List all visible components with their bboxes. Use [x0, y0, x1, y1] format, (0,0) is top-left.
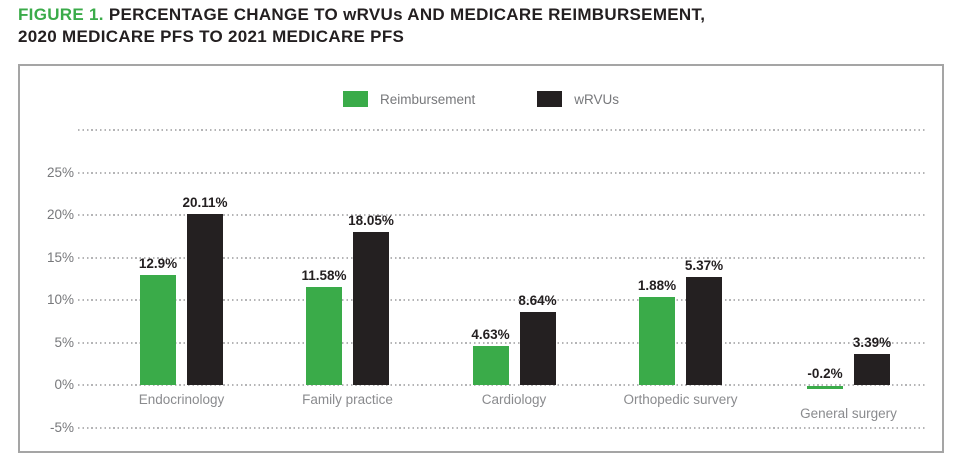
figure-title-line2: 2020 MEDICARE PFS TO 2021 MEDICARE PFS: [18, 27, 405, 46]
bar-value-wrvus-orthopedic-survery: 5.37%: [684, 258, 724, 274]
gridline-25: [78, 171, 925, 174]
legend-swatch-reimbursement: [342, 91, 368, 107]
bar-reimbursement-cardiology: [472, 345, 509, 385]
gridline-0: [78, 384, 925, 386]
y-tick-0: 0%: [54, 377, 74, 392]
category-label-general-surgery: General surgery: [800, 406, 897, 421]
bar-value-reimbursement-cardiology: 4.63%: [471, 326, 510, 342]
category-label-family-practice: Family practice: [302, 392, 393, 407]
legend-swatch-wrvus: [537, 91, 563, 107]
bar-value-reimbursement-endocrinology: 12.9%: [138, 256, 178, 272]
bar-reimbursement-orthopedic-survery: [639, 297, 675, 385]
bar-value-reimbursement-family-practice: 11.58%: [301, 267, 347, 283]
bar-wrvus-general-surgery: [854, 354, 890, 385]
bar-reimbursement-family-practice: [306, 286, 342, 385]
category-label-orthopedic-survery: Orthopedic survery: [623, 392, 738, 407]
y-tick--5: -5%: [49, 419, 74, 435]
category-label-cardiology: Cardiology: [481, 392, 547, 407]
bar-reimbursement-general-surgery: [807, 386, 843, 389]
bar-value-reimbursement-general-surgery: -0.2%: [807, 366, 843, 381]
y-tick-5: 5%: [54, 334, 74, 350]
bar-wrvus-family-practice: [353, 231, 389, 385]
figure-number-label: FIGURE 1.: [18, 5, 104, 24]
y-tick-25: 25%: [46, 164, 74, 180]
bar-value-wrvus-endocrinology: 20.11%: [182, 195, 228, 211]
bar-wrvus-cardiology: [519, 311, 556, 385]
gridline-30: [78, 129, 925, 131]
gridline-5: [78, 341, 925, 344]
plot-area: 25% 20% 15% 10% 5% 0% -5% 12.9% 20.11% Endocrinol…: [20, 66, 942, 451]
legend-label-wrvus: wRVUs: [574, 91, 620, 107]
figure-title: FIGURE 1. PERCENTAGE CHANGE TO wRVUs AND…: [18, 4, 705, 48]
bar-value-reimbursement-orthopedic-survery: 1.88%: [637, 278, 677, 294]
bar-value-wrvus-general-surgery: 3.39%: [852, 335, 892, 351]
figure-title-line1-text: PERCENTAGE CHANGE TO wRVUs AND MEDICARE …: [108, 5, 706, 24]
chart-box: Reimbursement wRVUs 25% 20% 15% 10% 5% 0% -5% 12…: [18, 64, 944, 453]
bar-reimbursement-endocrinology: [140, 275, 176, 385]
bar-value-wrvus-cardiology: 8.64%: [518, 292, 557, 308]
bar-wrvus-endocrinology: [187, 214, 223, 385]
bar-value-wrvus-family-practice: 18.05%: [348, 212, 394, 228]
gridline-10: [78, 299, 925, 301]
gridline-20: [78, 214, 925, 216]
y-tick-10: 10%: [46, 292, 74, 307]
y-tick-20: 20%: [46, 207, 74, 222]
legend: Reimbursement wRVUs: [20, 90, 942, 108]
y-tick-15: 15%: [46, 249, 74, 265]
gridline-15: [78, 256, 925, 259]
figure-title-line1: FIGURE 1. PERCENTAGE CHANGE TO wRVUs AND…: [18, 4, 705, 26]
bar-wrvus-orthopedic-survery: [686, 277, 722, 385]
category-label-endocrinology: Endocrinology: [138, 392, 225, 407]
legend-item-reimbursement: Reimbursement: [342, 91, 476, 107]
legend-label-reimbursement: Reimbursement: [379, 91, 476, 107]
gridline--5: [78, 426, 925, 429]
legend-item-wrvus: wRVUs: [537, 91, 619, 107]
